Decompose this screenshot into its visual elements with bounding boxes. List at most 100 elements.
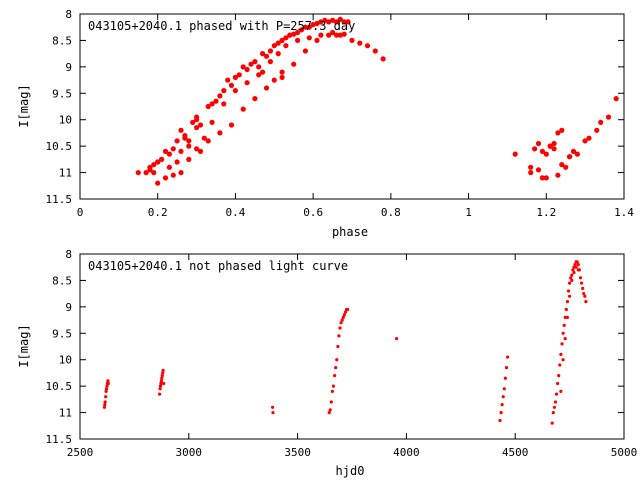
data-point xyxy=(201,135,207,141)
data-point xyxy=(256,64,262,70)
data-point xyxy=(275,40,281,46)
data-point xyxy=(559,389,563,393)
data-point xyxy=(342,313,346,317)
data-point xyxy=(271,43,277,49)
chart-title: 043105+2040.1 phased with P=257.3 day xyxy=(88,19,355,33)
data-point xyxy=(159,379,163,383)
data-point xyxy=(106,379,110,383)
data-point xyxy=(166,164,172,170)
x-tick: 1.4 xyxy=(614,14,634,219)
x-tick-label: 2500 xyxy=(67,446,94,459)
data-point xyxy=(329,400,333,404)
x-tick: 3500 xyxy=(284,254,311,459)
data-point xyxy=(194,146,200,152)
y-axis-ticks: 8 8.5 9 9.5 10 10.5 11 11.5 xyxy=(46,248,624,446)
data-point xyxy=(271,411,275,415)
data-point xyxy=(104,387,109,391)
data-point xyxy=(328,408,332,412)
y-axis-ticks: 8 8.5 9 9.5 10 10.5 11 11.5 xyxy=(46,8,624,206)
data-point xyxy=(503,376,507,380)
data-point xyxy=(578,276,583,280)
x-tick-label: 4500 xyxy=(502,446,529,459)
data-point xyxy=(569,276,573,280)
data-point xyxy=(565,315,570,319)
data-point xyxy=(563,337,567,341)
data-point xyxy=(217,93,223,99)
y-axis-label: I[mag] xyxy=(17,84,31,127)
data-point xyxy=(162,381,166,386)
data-point xyxy=(232,74,238,80)
data-point xyxy=(162,175,169,181)
x-axis-ticks: 0 0.2 0.4 0.6 0.8 1 1.2 1.4 xyxy=(77,14,634,219)
data-point xyxy=(557,374,561,378)
y-tick-label: 9.5 xyxy=(52,87,72,100)
data-point xyxy=(551,140,557,147)
y-tick: 8 xyxy=(65,8,624,21)
data-point xyxy=(330,29,336,36)
data-point xyxy=(302,48,308,54)
data-point xyxy=(209,119,215,125)
data-point xyxy=(613,96,619,102)
data-point xyxy=(135,170,141,176)
data-point xyxy=(562,323,566,327)
data-point xyxy=(306,24,312,30)
data-point xyxy=(535,167,542,173)
y-tick: 11 xyxy=(59,167,624,180)
data-point xyxy=(574,265,578,269)
data-point xyxy=(232,88,238,94)
data-point xyxy=(263,53,270,59)
data-point xyxy=(263,85,270,91)
x-tick: 0.4 xyxy=(225,14,246,219)
x-tick-label: 0.4 xyxy=(225,206,245,219)
data-points xyxy=(102,260,588,425)
data-point xyxy=(559,352,563,356)
data-point xyxy=(260,69,266,75)
y-tick-label: 11 xyxy=(59,167,72,180)
data-point xyxy=(553,400,558,404)
data-point xyxy=(326,32,332,38)
data-point xyxy=(260,51,266,57)
data-point xyxy=(500,403,504,407)
data-point xyxy=(104,389,108,393)
chart-title: 043105+2040.1 not phased light curve xyxy=(88,259,348,273)
data-point xyxy=(380,56,386,62)
data-point xyxy=(583,294,587,298)
data-point xyxy=(197,148,204,154)
x-tick-label: 1 xyxy=(465,206,472,219)
data-point xyxy=(349,37,355,44)
data-point xyxy=(104,395,108,399)
data-point xyxy=(228,82,235,88)
data-point xyxy=(551,411,555,415)
data-point xyxy=(343,310,348,314)
data-point xyxy=(205,138,211,144)
data-point xyxy=(178,148,184,154)
y-tick: 9.5 xyxy=(52,87,624,100)
data-point xyxy=(560,342,564,346)
data-points xyxy=(135,16,619,186)
data-point xyxy=(543,175,549,181)
y-tick: 9 xyxy=(65,61,624,74)
y-tick: 11 xyxy=(59,407,624,420)
data-point xyxy=(327,411,331,415)
y-tick-label: 8 xyxy=(65,8,72,21)
data-point xyxy=(341,315,345,319)
data-point xyxy=(345,19,351,25)
data-point xyxy=(539,175,546,181)
data-point xyxy=(151,162,157,168)
x-tick: 4000 xyxy=(393,254,420,459)
data-point xyxy=(555,172,561,178)
y-tick: 10.5 xyxy=(46,140,624,153)
data-point xyxy=(186,143,192,149)
data-point xyxy=(209,101,215,107)
data-point xyxy=(338,326,342,330)
x-axis-label: phase xyxy=(332,225,368,239)
y-tick: 9.5 xyxy=(52,327,624,340)
data-point xyxy=(556,381,560,386)
data-point xyxy=(244,66,250,73)
data-point xyxy=(552,405,557,409)
data-point xyxy=(103,400,107,404)
data-point xyxy=(330,17,336,23)
data-point xyxy=(582,292,586,296)
x-tick-label: 1.4 xyxy=(614,206,634,219)
data-point xyxy=(561,358,565,362)
